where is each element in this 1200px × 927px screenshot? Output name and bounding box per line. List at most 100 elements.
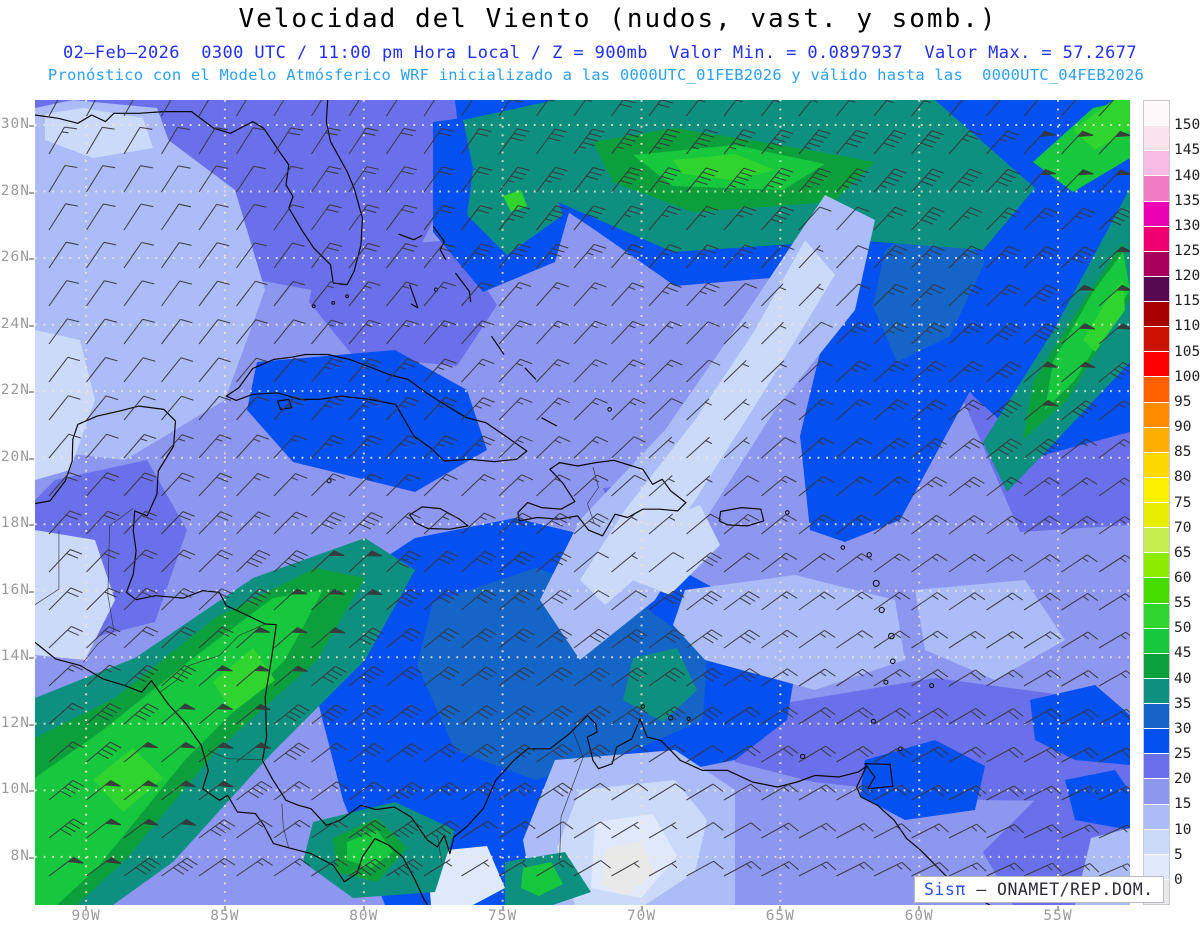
- wind-barb: [161, 588, 196, 611]
- wind-barb: [48, 356, 81, 383]
- wind-barb: [836, 322, 871, 345]
- wind-barb: [1098, 246, 1130, 269]
- wind-barb: [123, 780, 159, 801]
- wind-barb: [648, 629, 685, 649]
- lon-label: 75W: [487, 908, 518, 924]
- wind-barb: [986, 476, 1023, 497]
- wind-barb: [86, 510, 120, 535]
- wind-barb: [723, 100, 743, 117]
- wind-barb: [48, 702, 84, 725]
- lon-label: 60W: [904, 908, 934, 924]
- wind-barb: [311, 742, 348, 763]
- map-area: [35, 100, 1130, 905]
- wind-barb: [723, 321, 749, 345]
- wind-barb: [86, 126, 115, 155]
- country-border: [109, 507, 134, 527]
- wind-speed-region: [1045, 252, 1130, 410]
- island-outline: [686, 716, 691, 721]
- wind-barb: [386, 666, 422, 687]
- wind-barb: [1023, 438, 1060, 459]
- wind-barb: [123, 664, 159, 687]
- wind-barb: [498, 205, 531, 231]
- wind-barb: [911, 437, 947, 459]
- wind-barb: [1098, 824, 1130, 839]
- wind-barb: [573, 705, 611, 725]
- coastline: [35, 405, 991, 905]
- wind-barb: [123, 241, 154, 269]
- wind-barb: [348, 473, 383, 497]
- wind-barb: [348, 512, 383, 535]
- wind-barb: [686, 475, 713, 497]
- wind-barb: [48, 510, 82, 535]
- wind-barb: [311, 165, 342, 193]
- wind-barb: [86, 626, 121, 649]
- colorbar-segment: [1144, 426, 1169, 452]
- wind-barb: [86, 356, 118, 383]
- wind-barb: [461, 166, 493, 193]
- colorbar-label: 50: [1174, 620, 1192, 637]
- wind-barb: [798, 861, 837, 877]
- wind-barb: [611, 100, 636, 117]
- wind-barb: [423, 100, 436, 117]
- wind-barb: [386, 820, 423, 839]
- wind-barb: [723, 360, 750, 383]
- colorbar-segment: [1144, 527, 1169, 553]
- wind-barb: [1023, 100, 1039, 117]
- wind-barb: [48, 779, 85, 801]
- wind-speed-region: [601, 842, 655, 896]
- wind-barb: [986, 245, 1021, 269]
- colorbar: [1143, 100, 1170, 905]
- wind-barb: [536, 512, 572, 535]
- wind-barb: [1098, 554, 1130, 573]
- wind-barb: [461, 628, 497, 649]
- wind-barb: [86, 779, 121, 801]
- wind-barb: [798, 668, 836, 687]
- wind-barb: [836, 399, 872, 421]
- wind-barb: [611, 474, 647, 497]
- colorbar-segment: [1144, 853, 1169, 879]
- wind-barb: [686, 436, 713, 459]
- lat-label: 16N: [0, 581, 30, 598]
- wind-barb: [86, 241, 117, 269]
- wind-barb: [86, 741, 122, 763]
- wind-barb: [123, 549, 158, 573]
- coastline: [35, 641, 429, 905]
- wind-barb: [873, 322, 909, 345]
- colorbar-label: 75: [1174, 494, 1192, 511]
- wind-barb: [836, 668, 874, 687]
- wind-barb: [1023, 785, 1062, 801]
- wind-barb: [236, 100, 247, 117]
- wind-barb: [386, 858, 424, 877]
- wind-barb: [836, 437, 872, 459]
- wind-barb: [86, 203, 116, 231]
- lat-tick: [29, 125, 34, 127]
- wind-barb: [573, 243, 607, 269]
- wind-barb: [273, 781, 310, 801]
- wind-barb: [573, 100, 593, 117]
- lon-tick: [501, 906, 504, 911]
- wind-barb: [1098, 323, 1130, 345]
- wind-barb: [48, 549, 83, 573]
- wind-barb: [48, 625, 83, 649]
- wind-barb: [873, 100, 902, 117]
- wind-barb: [161, 395, 194, 421]
- wind-barb: [348, 396, 382, 421]
- colorbar-label: 20: [1174, 771, 1192, 788]
- wind-barb: [873, 476, 910, 497]
- island-outline: [640, 704, 646, 709]
- wind-barb: [798, 206, 832, 231]
- lat-tick: [29, 856, 34, 859]
- wind-barb: [1023, 399, 1059, 421]
- wind-barb: [1061, 130, 1094, 155]
- wind-barb: [611, 590, 647, 611]
- wind-barb: [761, 244, 795, 269]
- wind-barb: [1061, 438, 1098, 459]
- wind-barb: [123, 165, 153, 193]
- wind-barb: [986, 515, 1023, 535]
- wind-barb: [836, 360, 871, 383]
- wind-barb: [311, 819, 348, 839]
- wind-barb: [198, 857, 236, 877]
- wind-barb: [123, 318, 155, 345]
- wind-barb: [948, 361, 984, 383]
- wind-barb: [1061, 361, 1096, 383]
